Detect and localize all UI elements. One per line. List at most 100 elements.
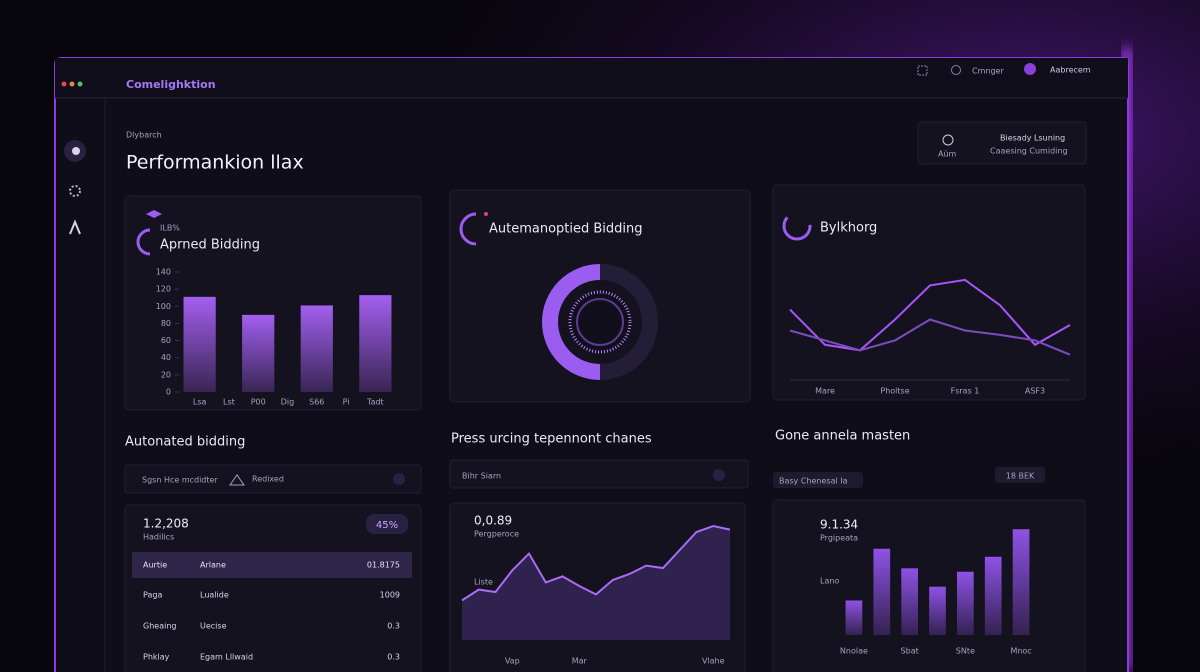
nav-item[interactable]: [69, 219, 81, 235]
table-header-cell: Arlane: [200, 561, 226, 570]
status-card[interactable]: [917, 121, 1087, 165]
y-tick-label: 100: [156, 302, 171, 311]
panel-title: Aprned Bidding: [160, 238, 260, 253]
x-tick-label: Pholtse: [880, 387, 909, 396]
filter-bar[interactable]: [124, 464, 422, 494]
search-field[interactable]: Cmnger: [972, 67, 1004, 76]
grid-icon[interactable]: [917, 65, 928, 76]
section-title: Press urcing tepennont chanes: [451, 432, 652, 447]
badge-text[interactable]: 18 BEK: [1006, 472, 1035, 481]
table-cell: Gheaing: [143, 622, 176, 631]
panel-icon: [782, 211, 812, 241]
y-tick-label: 80: [161, 319, 171, 328]
bar: [183, 296, 216, 392]
bar: [901, 568, 918, 635]
bar: [929, 586, 946, 635]
bar: [845, 600, 863, 635]
bar: [359, 295, 392, 392]
table-header-row: [132, 552, 412, 578]
nav-item[interactable]: [69, 185, 81, 197]
tag-text[interactable]: Basy Chenesal Ia: [779, 477, 848, 486]
x-tick-label: ASF3: [1025, 387, 1045, 396]
x-tick-label: Mar: [572, 657, 588, 666]
x-tick-label: Sbat: [901, 647, 919, 656]
x-tick-label: Pi: [343, 398, 350, 407]
badge-text: 45%: [376, 520, 398, 531]
page-title: Performankion llax: [126, 152, 304, 174]
x-tick-label: Vap: [505, 657, 520, 666]
panel: [124, 504, 422, 672]
table-cell: 0.3: [387, 653, 400, 662]
brand: Comelighktion: [126, 78, 216, 91]
x-tick-label: SNte: [956, 647, 975, 656]
x-tick-label: Lst: [223, 398, 235, 407]
panel-title: Bylkhorg: [820, 221, 877, 236]
filter-button[interactable]: [393, 473, 405, 485]
table-cell: 1009: [380, 591, 400, 600]
x-tick-label: S66: [309, 398, 324, 407]
table-cell: Uecise: [200, 622, 227, 631]
tag[interactable]: [773, 472, 863, 488]
status-line: Biesady Lsuning: [1000, 134, 1065, 143]
x-tick-label: Vlahe: [702, 657, 725, 666]
filter-text[interactable]: Sgsn Hce mcdidter: [142, 476, 218, 485]
table-cell: Egam Lllwaid: [200, 653, 253, 662]
user-name[interactable]: Aabrecem: [1050, 66, 1091, 75]
line-series: [789, 318, 1071, 356]
stat-value: 9.1.34: [820, 518, 858, 532]
y-tick-label: 0: [166, 388, 171, 397]
stat-label: Prgipeata: [820, 534, 858, 543]
breadcrumb: Dlybarch: [126, 131, 162, 140]
panel-subtitle: ILB%: [160, 224, 180, 233]
y-tick-label: 20: [161, 370, 171, 379]
filter-text[interactable]: Bihr Siarn: [462, 472, 501, 481]
bar: [873, 548, 891, 635]
bar: [300, 305, 333, 392]
bar: [242, 314, 275, 392]
bar: [957, 571, 974, 635]
table-header-cell: 01.8175: [367, 561, 400, 570]
nav-icon: [72, 147, 80, 155]
gauge-arc: [542, 264, 601, 380]
badge: [366, 514, 408, 534]
badge[interactable]: [995, 467, 1045, 483]
panel-icon: [484, 212, 488, 216]
stat-label: Hadilics: [143, 533, 174, 542]
gauge-inner-ring: [576, 298, 624, 346]
table-cell: Phklay: [143, 653, 170, 662]
filter-option[interactable]: Redixed: [252, 475, 284, 484]
filter-button[interactable]: [713, 469, 725, 481]
bar: [1012, 529, 1030, 635]
panel-icon: [136, 228, 151, 256]
panel: [772, 184, 1086, 401]
filter-bar[interactable]: [449, 459, 749, 489]
search-icon[interactable]: [951, 65, 961, 75]
y-tick-label: 120: [156, 285, 171, 294]
window-dot[interactable]: [61, 81, 67, 87]
avatar[interactable]: [1024, 63, 1036, 75]
table-cell: Lualide: [200, 591, 229, 600]
table-cell: Paga: [143, 591, 162, 600]
section-title: Gone annela masten: [775, 429, 910, 444]
status-icon-label: Aüm: [938, 150, 957, 159]
chart-annotation: Lano: [820, 577, 839, 586]
area-line: [461, 524, 731, 602]
y-tick-label: 40: [161, 353, 171, 362]
stat-value: 1.2,208: [143, 517, 189, 531]
table-header-cell: Aurtie: [143, 561, 167, 570]
x-tick-label: Mare: [815, 387, 835, 396]
y-tick-label: 140: [156, 268, 171, 277]
x-tick-label: Mnoc: [1010, 647, 1031, 656]
section-title: Autonated bidding: [125, 435, 245, 450]
x-tick-label: Lsa: [193, 398, 207, 407]
x-tick-label: Fsras 1: [951, 387, 980, 396]
window-dot[interactable]: [69, 81, 75, 87]
gauge-inner-ring: [568, 290, 632, 354]
title-bar: [55, 58, 1128, 98]
stat-value: 0,0.89: [474, 514, 512, 528]
bar: [984, 556, 1002, 635]
window-dot[interactable]: [77, 81, 83, 87]
table-cell: 0.3: [387, 622, 400, 631]
x-tick-label: Dig: [281, 398, 294, 407]
x-tick-label: Nnolae: [840, 647, 868, 656]
